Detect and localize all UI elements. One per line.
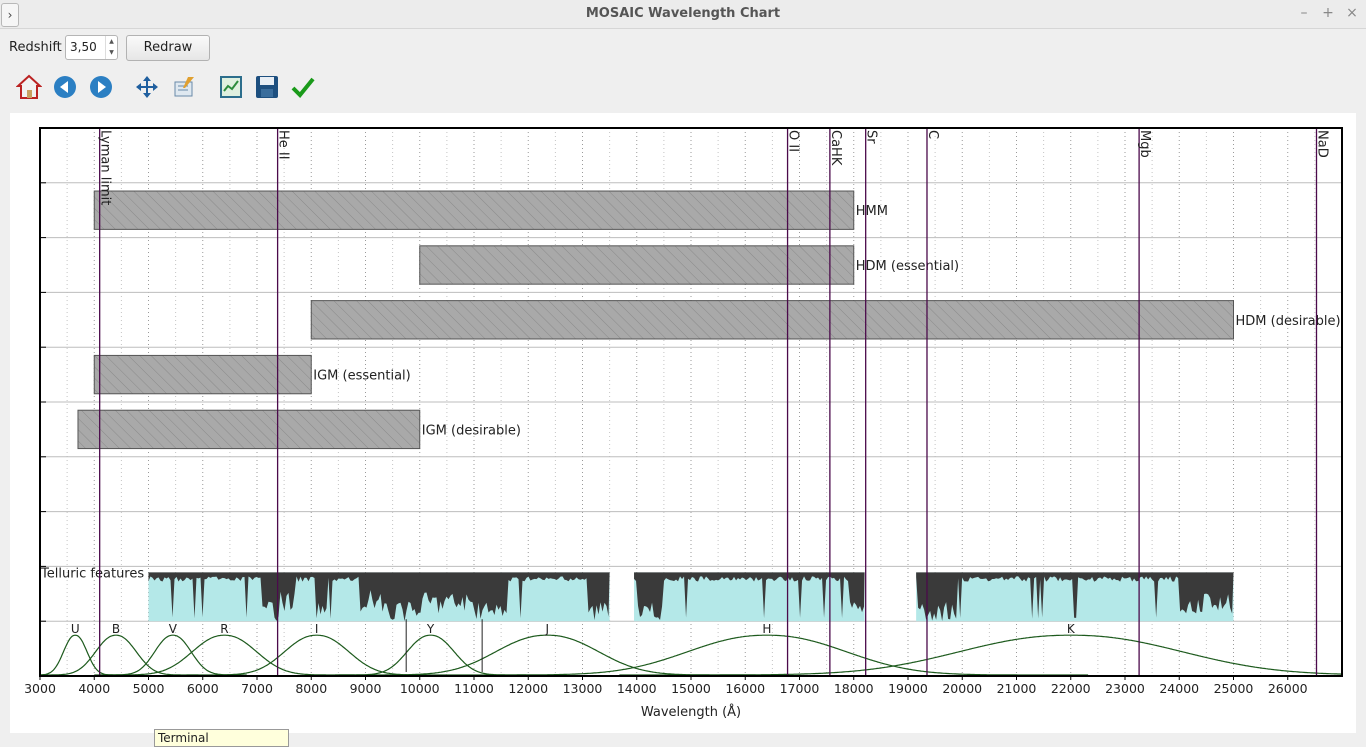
range-bar-label: HDM (desirable) <box>1236 314 1341 329</box>
filter-curve <box>619 634 1342 676</box>
spectral-line-label: He II <box>276 130 291 160</box>
telluric-absorption <box>148 572 610 622</box>
range-bar <box>77 409 421 450</box>
window-title: MOSAIC Wavelength Chart <box>585 6 781 21</box>
tooltip: Terminal <box>154 729 289 747</box>
pan-icon[interactable] <box>134 74 160 100</box>
x-tick-label: 8000 <box>295 681 327 696</box>
redshift-spinbox[interactable]: 3,50 ▲ ▼ <box>65 35 118 60</box>
close-button[interactable]: × <box>1346 5 1358 21</box>
spectral-line-label: NaD <box>1315 130 1330 158</box>
spectral-line-label: Sr <box>864 130 879 144</box>
chart-panel: HMM HDM (essential) HDM (desirable) IGM (es… <box>10 113 1356 733</box>
x-tick-label: 25000 <box>1214 681 1254 696</box>
spectral-line-label: O II <box>786 130 801 152</box>
filter-curve <box>445 634 1089 676</box>
x-tick-label: 13000 <box>563 681 603 696</box>
title-bar: › MOSAIC Wavelength Chart – + × <box>0 0 1366 29</box>
x-tick-label: 17000 <box>780 681 820 696</box>
x-tick-label: 3000 <box>24 681 56 696</box>
x-tick-label: 19000 <box>888 681 928 696</box>
x-tick-label: 21000 <box>997 681 1037 696</box>
filter-label: U <box>71 622 80 636</box>
filter-label: R <box>220 622 228 636</box>
filter-curve <box>335 634 527 676</box>
maximize-button[interactable]: + <box>1322 5 1334 21</box>
x-tick-label: 5000 <box>133 681 165 696</box>
filter-label: K <box>1067 622 1076 636</box>
filter-curve <box>99 634 247 676</box>
spectral-line-label: CaHK <box>828 130 843 166</box>
controls-row: Redshift 3,50 ▲ ▼ Redraw <box>0 32 1366 62</box>
filter-curve <box>338 634 756 676</box>
filter-curve <box>40 634 123 676</box>
range-bar <box>310 300 1234 340</box>
filter-curve <box>186 634 447 676</box>
minimize-button[interactable]: – <box>1300 5 1308 21</box>
spectral-line-label: Mgb <box>1137 130 1152 158</box>
telluric-absorption <box>916 572 1234 622</box>
filter-curve <box>40 634 199 676</box>
filter-label: J <box>544 622 549 636</box>
x-tick-label: 4000 <box>78 681 110 696</box>
filter-label: I <box>315 622 319 636</box>
toolbar <box>0 70 1366 106</box>
telluric-label: Telluric features <box>40 566 144 581</box>
zoom-fit-icon[interactable] <box>218 74 244 100</box>
filter-label: H <box>762 622 771 636</box>
x-tick-label: 23000 <box>1105 681 1145 696</box>
x-tick-label: 14000 <box>617 681 657 696</box>
spectral-line-label: C <box>925 130 940 139</box>
spin-arrows[interactable]: ▲ ▼ <box>105 36 117 59</box>
spectral-line-label: Lyman limit <box>98 130 113 205</box>
home-icon[interactable] <box>16 74 42 100</box>
x-axis-label: Wavelength (Å) <box>641 704 741 720</box>
edit-icon[interactable] <box>172 74 198 100</box>
filter-label: B <box>112 622 120 636</box>
filter-label: V <box>169 622 178 636</box>
forward-icon[interactable] <box>88 74 114 100</box>
wavelength-chart[interactable]: HMM HDM (essential) HDM (desirable) IGM (es… <box>10 113 1356 733</box>
range-bar <box>93 354 312 395</box>
check-icon[interactable] <box>290 74 316 100</box>
x-tick-label: 7000 <box>241 681 273 696</box>
x-tick-label: 24000 <box>1159 681 1199 696</box>
range-bar-label: IGM (desirable) <box>422 423 521 438</box>
redshift-label: Redshift <box>9 40 62 55</box>
range-bar <box>93 190 855 230</box>
x-tick-label: 16000 <box>725 681 765 696</box>
x-tick-label: 11000 <box>454 681 494 696</box>
x-tick-label: 10000 <box>400 681 440 696</box>
redraw-button[interactable]: Redraw <box>126 35 210 61</box>
x-tick-label: 6000 <box>187 681 219 696</box>
filter-label: Y <box>426 622 435 636</box>
range-bar-label: IGM (essential) <box>313 369 410 384</box>
back-icon[interactable] <box>52 74 78 100</box>
x-tick-label: 18000 <box>834 681 874 696</box>
x-tick-label: 22000 <box>1051 681 1091 696</box>
range-bar-label: HDM (essential) <box>856 259 959 274</box>
save-icon[interactable] <box>254 74 280 100</box>
x-tick-label: 12000 <box>508 681 548 696</box>
range-bar <box>419 245 855 285</box>
x-tick-label: 15000 <box>671 681 711 696</box>
range-bar-label: HMM <box>856 204 888 219</box>
sidebar-toggle-button[interactable]: › <box>1 3 19 27</box>
x-tick-label: 26000 <box>1268 681 1308 696</box>
redshift-value: 3,50 <box>70 40 97 54</box>
x-tick-label: 9000 <box>350 681 382 696</box>
x-tick-label: 20000 <box>942 681 982 696</box>
telluric-absorption <box>634 572 865 620</box>
filter-curve <box>94 634 355 676</box>
